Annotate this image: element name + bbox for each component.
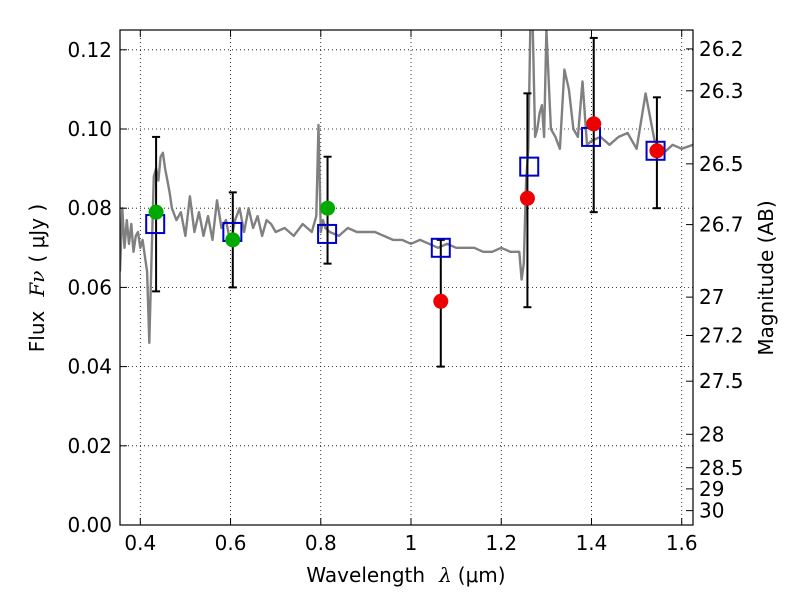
plot-layer — [120, 30, 693, 344]
data-point-nir — [519, 190, 535, 206]
y-tick-label: 0.00 — [67, 513, 112, 537]
data-point-optical — [320, 200, 336, 216]
y-axis-label: FluxFν( μJy ) — [25, 204, 49, 352]
data-point-nir — [586, 116, 602, 132]
grid-lines — [120, 30, 693, 525]
magnitude-tick-label: 30 — [699, 499, 724, 523]
model-box — [430, 237, 451, 258]
data-point-layer — [148, 116, 665, 309]
x-tick-label: 0.4 — [124, 531, 156, 555]
spectrum-line — [120, 30, 693, 344]
data-point-nir — [433, 293, 449, 309]
model-box — [317, 223, 338, 244]
axis-ticks: 0.4 0.6 0.8 1 1.2 1.4 1.6 0.00 0.02 0.04 0.06 0.08 0… — [67, 30, 744, 555]
magnitude-axis-label: Magnitude (AB) — [754, 200, 778, 355]
y-tick-label: 0.04 — [67, 355, 112, 379]
data-point-optical — [225, 232, 241, 248]
magnitude-tick-label: 27.2 — [699, 323, 744, 347]
magnitude-tick-label: 29 — [699, 477, 724, 501]
magnitude-tick-label: 28.5 — [699, 456, 744, 480]
y-tick-label: 0.02 — [67, 434, 112, 458]
y-tick-label: 0.12 — [67, 38, 112, 62]
y-tick-label: 0.10 — [67, 117, 112, 141]
x-tick-label: 1.6 — [666, 531, 698, 555]
magnitude-tick-label: 27 — [699, 285, 724, 309]
magnitude-tick-label: 27.5 — [699, 369, 744, 393]
magnitude-tick-label: 26.5 — [699, 152, 744, 176]
x-tick-label: 0.8 — [305, 531, 337, 555]
x-tick-label: 1.4 — [576, 531, 608, 555]
model-box — [645, 140, 666, 161]
magnitude-tick-label: 26.3 — [699, 79, 744, 103]
x-axis-label: Wavelength λ (μm) — [306, 563, 505, 587]
magnitude-tick-label: 26.2 — [699, 37, 744, 61]
magnitude-tick-label: 28 — [699, 422, 724, 446]
model-box-layer — [145, 126, 666, 258]
y-tick-label: 0.06 — [67, 275, 112, 299]
plot-frame — [119, 29, 694, 526]
data-point-optical — [148, 204, 164, 220]
plot-area — [120, 30, 693, 525]
x-tick-label: 1.2 — [485, 531, 517, 555]
data-point-nir — [649, 143, 665, 159]
model-box — [519, 156, 540, 177]
x-tick-label: 0.6 — [215, 531, 247, 555]
y-tick-label: 0.08 — [67, 196, 112, 220]
magnitude-tick-label: 26.7 — [699, 213, 744, 237]
x-tick-label: 1 — [405, 531, 418, 555]
